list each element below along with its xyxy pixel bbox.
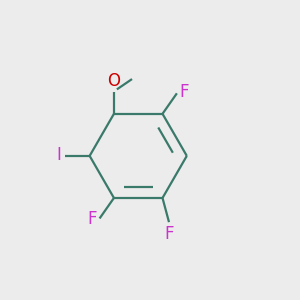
- Text: F: F: [179, 83, 189, 101]
- Text: I: I: [57, 146, 62, 164]
- Text: F: F: [88, 210, 97, 228]
- Text: F: F: [164, 225, 174, 243]
- Text: O: O: [107, 72, 120, 90]
